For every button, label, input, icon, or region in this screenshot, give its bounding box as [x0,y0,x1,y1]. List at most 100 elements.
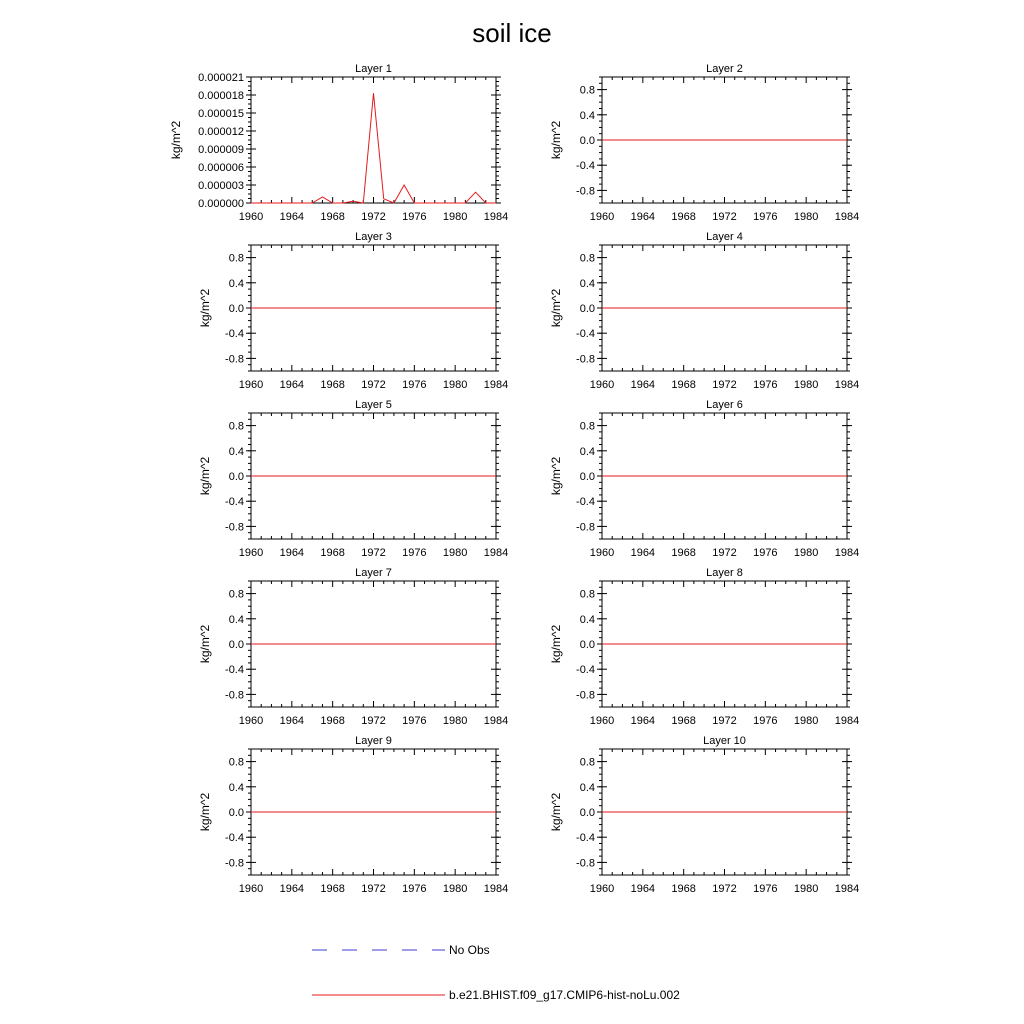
x-tick-label: 1984 [484,883,508,895]
y-tick-label: -0.4 [576,160,595,172]
panel-title: Layer 1 [355,63,392,75]
y-tick-label: -0.8 [576,689,595,701]
panel-title: Layer 9 [355,735,392,747]
series-line [251,93,496,204]
panel-title: Layer 10 [703,735,746,747]
y-tick-label: 0.4 [580,614,595,626]
x-tick-label: 1972 [361,715,385,727]
y-tick-label: -0.8 [576,857,595,869]
x-tick-label: 1960 [590,379,614,391]
x-tick-label: 1976 [753,379,777,391]
y-tick-label: 0.0 [580,807,595,819]
x-tick-label: 1968 [320,211,344,223]
y-tick-label: 0.4 [580,446,595,458]
x-tick-label: 1984 [484,715,508,727]
y-tick-label: 0.000006 [198,162,244,174]
y-tick-label: -0.4 [576,496,595,508]
x-tick-label: 1968 [671,379,695,391]
y-tick-label: 0.4 [229,278,244,290]
x-tick-label: 1968 [320,715,344,727]
x-tick-label: 1960 [590,883,614,895]
x-tick-label: 1972 [712,379,736,391]
y-axis-label: kg/m^2 [549,289,563,328]
x-tick-label: 1980 [443,883,467,895]
y-axis-label: kg/m^2 [198,289,212,328]
y-tick-label: 0.000003 [198,180,244,192]
panel-title: Layer 7 [355,567,392,579]
x-tick-label: 1964 [280,379,304,391]
x-tick-label: 1976 [753,547,777,559]
panel-layer-2: Layer 2 1960 1964 1968 1972 1976 1980 1984 -0.8 -… [549,63,859,223]
y-tick-label: -0.4 [576,328,595,340]
x-tick-label: 1984 [484,211,508,223]
x-tick-label: 1980 [794,211,818,223]
panel-layer-3: Layer 3 1960 1964 1968 1972 1976 1980 1984 -0.8 -… [198,231,508,391]
x-tick-label: 1984 [484,379,508,391]
panel-title: Layer 5 [355,399,392,411]
y-axis-label: kg/m^2 [549,457,563,496]
x-tick-label: 1972 [361,883,385,895]
x-tick-label: 1984 [835,547,859,559]
x-tick-label: 1960 [590,715,614,727]
y-tick-label: 0.8 [229,253,244,265]
legend-label-model: b.e21.BHIST.f09_g17.CMIP6-hist-noLu.002 [449,988,680,1002]
panel-layer-4: Layer 4 1960 1964 1968 1972 1976 1980 1984 -0.8 -… [549,231,859,391]
x-tick-label: 1972 [361,211,385,223]
x-tick-label: 1980 [794,547,818,559]
x-tick-label: 1960 [239,547,263,559]
x-tick-label: 1984 [835,883,859,895]
y-tick-label: 0.8 [229,421,244,433]
x-tick-label: 1976 [402,211,426,223]
panel-title: Layer 4 [706,231,743,243]
y-tick-label: 0.4 [229,614,244,626]
x-tick-label: 1964 [280,211,304,223]
y-tick-label: 0.000015 [198,108,244,120]
y-tick-label: 0.8 [580,757,595,769]
y-axis-label: kg/m^2 [549,793,563,832]
x-tick-label: 1972 [712,883,736,895]
panel-layer-6: Layer 6 1960 1964 1968 1972 1976 1980 1984 -0.8 -… [549,399,859,559]
x-tick-label: 1964 [631,883,655,895]
y-tick-label: 0.0 [229,639,244,651]
x-tick-label: 1984 [835,379,859,391]
y-tick-label: -0.4 [225,664,244,676]
y-tick-label: 0.000000 [198,198,244,210]
x-tick-label: 1980 [794,379,818,391]
y-tick-label: 0.0 [580,471,595,483]
x-tick-label: 1984 [835,211,859,223]
y-tick-label: 0.4 [580,278,595,290]
y-tick-label: 0.000018 [198,90,244,102]
y-tick-label: -0.8 [576,353,595,365]
panel-title: Layer 2 [706,63,743,75]
x-tick-label: 1960 [590,547,614,559]
y-tick-label: 0.0 [580,303,595,315]
y-tick-label: -0.8 [225,857,244,869]
x-tick-label: 1964 [631,211,655,223]
x-tick-label: 1968 [320,883,344,895]
y-tick-label: 0.000021 [198,72,244,84]
y-tick-label: 0.4 [229,446,244,458]
x-tick-label: 1976 [402,715,426,727]
x-tick-label: 1984 [835,715,859,727]
x-tick-label: 1980 [443,547,467,559]
x-tick-label: 1968 [671,883,695,895]
x-tick-label: 1968 [671,547,695,559]
figure-title: soil ice [472,18,551,48]
legend-label-no-obs: No Obs [449,943,490,957]
x-tick-label: 1980 [443,715,467,727]
x-tick-label: 1960 [239,211,263,223]
x-tick-label: 1964 [280,715,304,727]
y-tick-label: 0.8 [580,421,595,433]
y-tick-label: -0.4 [576,664,595,676]
x-tick-label: 1960 [239,379,263,391]
x-tick-label: 1980 [443,379,467,391]
y-tick-label: -0.8 [225,521,244,533]
y-tick-label: 0.4 [229,782,244,794]
x-tick-label: 1968 [671,715,695,727]
x-tick-label: 1976 [402,883,426,895]
y-tick-label: -0.8 [576,185,595,197]
y-axis-label: kg/m^2 [198,625,212,664]
y-tick-label: 0.0 [229,807,244,819]
x-tick-label: 1972 [712,211,736,223]
